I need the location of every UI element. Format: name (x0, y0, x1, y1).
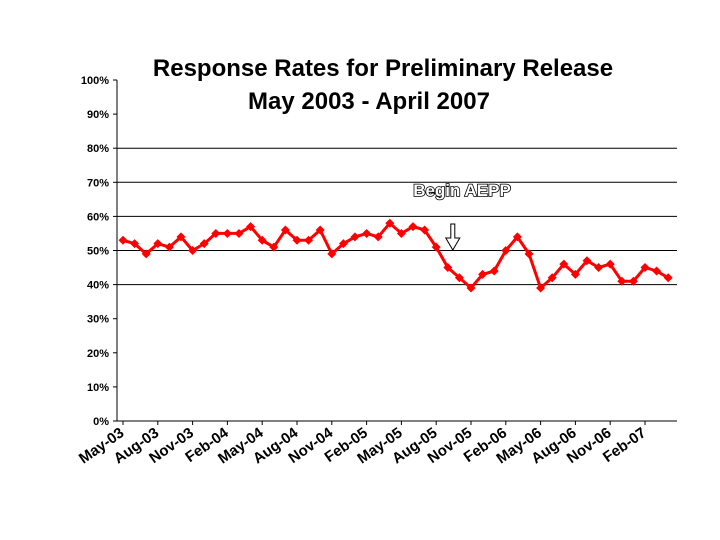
data-point (350, 232, 360, 242)
data-point (594, 263, 604, 273)
data-point (570, 269, 580, 279)
y-tick-label: 60% (87, 211, 109, 223)
data-point (559, 259, 569, 269)
chart-title: Response Rates for Preliminary Release (153, 55, 613, 82)
data-point (164, 242, 174, 252)
y-tick-label: 30% (87, 314, 109, 326)
y-tick-label: 70% (87, 177, 109, 189)
series-line (122, 221, 669, 290)
x-axis-tick-labels: May-03Aug-03Nov-03Feb-04May-04Aug-04Nov-… (76, 424, 649, 467)
data-point (628, 276, 638, 286)
data-point (466, 283, 476, 293)
data-point (246, 222, 256, 232)
y-tick-label: 10% (87, 382, 109, 394)
y-tick-label: 20% (87, 348, 109, 360)
data-point (652, 266, 662, 276)
down-arrow-icon (444, 223, 461, 251)
data-point (257, 235, 267, 245)
data-point (512, 232, 522, 242)
chart-subtitle: May 2003 - April 2007 (248, 88, 490, 115)
data-point (222, 228, 232, 238)
data-point (118, 235, 128, 245)
data-point (338, 239, 348, 249)
data-point (327, 249, 337, 259)
data-point (408, 222, 418, 232)
data-point (280, 225, 290, 235)
data-point (373, 232, 383, 242)
y-tick-label: 100% (81, 75, 109, 87)
data-point (362, 228, 372, 238)
data-point (199, 239, 209, 249)
data-point (431, 242, 441, 252)
data-point (304, 235, 314, 245)
data-point (141, 249, 151, 259)
data-point (153, 239, 163, 249)
data-point (315, 225, 325, 235)
y-tick-label: 90% (87, 109, 109, 121)
response-rate-series (118, 218, 673, 293)
y-tick-label: 50% (87, 246, 109, 258)
axes (113, 79, 677, 425)
data-point (176, 232, 186, 242)
y-tick-label: 40% (87, 280, 109, 292)
data-point (501, 246, 511, 255)
data-point (385, 218, 395, 228)
data-point (640, 263, 650, 273)
data-point (443, 263, 453, 273)
y-tick-label: 80% (87, 143, 109, 155)
data-point (269, 242, 279, 252)
gridlines (117, 147, 677, 286)
data-point (547, 273, 557, 283)
data-point (605, 259, 615, 269)
annotation-label: Begin AEPP (413, 181, 511, 200)
data-point (130, 239, 140, 249)
data-point (234, 228, 244, 238)
data-point (489, 266, 499, 276)
data-point (292, 235, 302, 245)
data-point (524, 249, 534, 259)
y-tick-label: 0% (93, 416, 109, 428)
data-point (396, 228, 406, 238)
data-point (188, 246, 198, 255)
data-point (617, 276, 627, 286)
aepp-annotation: Begin AEPP (412, 180, 512, 251)
data-point (211, 228, 221, 238)
data-point (582, 256, 592, 266)
data-point (454, 273, 464, 283)
data-point (536, 283, 546, 293)
y-axis-tick-labels: 0% 10% 20% 30% 40% 50% 60% 70% 80% 90% 100% (81, 75, 109, 428)
data-point (420, 225, 430, 235)
data-point (478, 269, 488, 279)
data-point (663, 273, 673, 283)
